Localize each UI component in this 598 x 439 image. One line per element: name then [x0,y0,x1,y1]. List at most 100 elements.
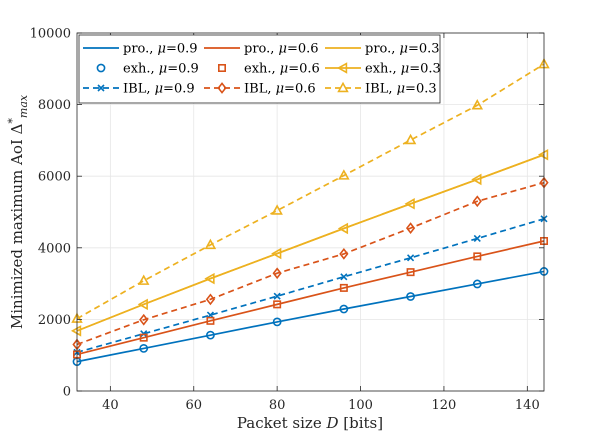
legend-label-mu: μ [155,82,163,97]
data-point [472,279,482,289]
legend-label-mu: μ [280,62,288,77]
data-point [473,234,481,243]
legend-item: IBL, μ=0.6 [204,82,316,97]
legend-item: exh., μ=0.3 [325,62,441,77]
legend-label-mu: μ [400,42,408,57]
legend-label-value: =0.6 [288,62,320,77]
x-tick-label: 120 [432,398,457,413]
legend-label-value: =0.9 [167,62,199,77]
legend-label-value: =0.9 [163,82,195,97]
series-line [76,217,545,354]
legend-label-prefix: exh., [123,62,159,77]
data-point [404,197,415,210]
data-point [204,272,215,285]
x-axis-label-text: Packet size [237,414,327,432]
legend-label: IBL, μ=0.3 [365,82,437,97]
series [72,176,549,351]
legend-label-prefix: pro., [123,42,158,57]
data-point [206,330,215,340]
data-point [271,204,283,215]
y-axis-label-symbol: Δ [8,123,26,134]
data-point [406,268,415,277]
y-tick-label: 10000 [30,27,71,42]
data-point [139,313,149,326]
data-point [139,333,148,342]
series [76,270,545,363]
legend-label: exh., μ=0.6 [244,62,320,77]
legend-marker [97,84,105,92]
x-axis-label: Packet size D [bits] [237,414,383,432]
y-axis-label-star: * [6,118,19,124]
ticks: 40 60 80 100 120 140 0 2000 4000 6000 8000 10000 [30,27,544,413]
series [73,215,548,356]
data-point [139,343,149,353]
x-axis-label-unit: [bits] [339,414,384,432]
y-tick-label: 0 [63,385,71,400]
y-tick-label: 4000 [38,241,71,256]
legend-marker [218,64,227,73]
data-point [338,169,350,180]
data-point [137,298,148,311]
legend-marker [217,82,227,94]
data-point [407,254,415,262]
y-axis-label: Minimized maximum AoI Δ*max [6,94,30,329]
data-point [337,222,349,235]
legend-label-prefix: IBL, [365,82,397,97]
legend-label: IBL, μ=0.6 [244,82,316,97]
legend-label-prefix: exh., [244,62,280,77]
series [76,240,545,356]
y-tick-label: 2000 [38,313,71,328]
legend-label-prefix: pro., [244,42,279,57]
data-point [339,304,349,314]
legend-label-prefix: pro., [365,42,400,57]
data-point [272,317,282,327]
series-line [76,240,545,356]
legend-item: exh., μ=0.6 [218,62,320,77]
data-point [339,283,348,292]
series [70,148,549,337]
data-point [471,173,482,186]
series-layer [70,57,550,367]
legend-item: pro., μ=0.3 [325,42,440,57]
data-point [404,133,417,145]
legend-label: pro., μ=0.9 [123,42,198,57]
data-point [339,247,349,260]
legend-label: IBL, μ=0.9 [123,82,195,97]
legend-item: IBL, μ=0.9 [83,82,195,97]
x-tick-label: 140 [515,398,540,413]
data-point [206,316,215,325]
legend-label-mu: μ [397,82,405,97]
legend-item: pro., μ=0.9 [83,42,198,57]
legend-label: pro., μ=0.6 [244,42,319,57]
legend-label: exh., μ=0.9 [123,62,199,77]
data-point [271,247,282,260]
legend-label-mu: μ [401,62,409,77]
x-tick-label: 80 [269,398,286,413]
legend-label-prefix: IBL, [244,82,276,97]
legend-marker [96,63,106,73]
x-tick-label: 100 [348,398,373,413]
legend-label-mu: μ [158,42,166,57]
y-tick-label: 8000 [38,98,71,113]
legend-label-prefix: IBL, [123,82,155,97]
x-tick-label: 60 [185,398,202,413]
legend-marker [336,62,348,74]
data-point [537,148,549,161]
data-point [137,274,150,285]
data-point [340,273,348,281]
y-tick-label: 6000 [38,170,71,185]
series-line [76,270,545,363]
data-point [70,325,82,337]
legend-label-mu: μ [279,42,287,57]
legend-box [78,34,441,104]
legend-label-value: =0.9 [166,42,198,57]
x-tick-label: 40 [102,398,119,413]
legend-label: exh., μ=0.3 [365,62,441,77]
data-point [472,195,482,208]
legend-label-prefix: exh., [365,62,401,77]
legend-label-value: =0.3 [408,42,440,57]
data-point [405,222,416,235]
data-point [272,267,282,280]
